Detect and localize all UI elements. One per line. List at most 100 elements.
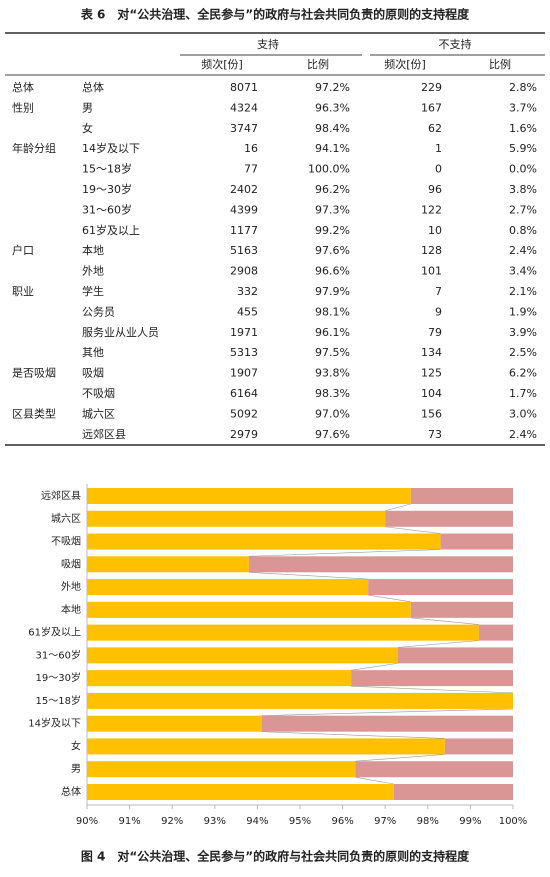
cell: 16 xyxy=(244,142,258,155)
bar-segment xyxy=(355,761,513,778)
cell: 455 xyxy=(237,305,258,318)
row-label: 本地 xyxy=(82,243,104,257)
row-label: 远郊区县 xyxy=(82,428,126,441)
cell: 104 xyxy=(421,387,442,400)
cell: 100.0% xyxy=(308,163,350,176)
bar-segment xyxy=(87,487,411,504)
series-line xyxy=(248,572,369,580)
bar-segment xyxy=(87,784,394,800)
y-tick-label: 19～30岁 xyxy=(36,671,81,684)
row-label: 公务员 xyxy=(82,305,115,318)
row-label: 学生 xyxy=(82,284,104,298)
cell: 332 xyxy=(237,285,258,298)
series-line xyxy=(248,549,441,557)
series-line xyxy=(385,503,411,512)
y-tick-label: 15～18岁 xyxy=(36,694,81,707)
bar-segment xyxy=(393,784,513,800)
y-tick-label: 远郊区县 xyxy=(41,489,81,502)
cell: 97.6% xyxy=(315,244,350,257)
cell: 97.2% xyxy=(315,81,350,94)
cell: 98.3% xyxy=(315,387,350,400)
cell: 3.0% xyxy=(509,407,537,420)
bar-segment xyxy=(87,533,441,550)
x-tick-label: 96% xyxy=(331,816,353,827)
cell: 96.2% xyxy=(315,183,350,196)
series-line xyxy=(355,776,394,785)
x-tick-label: 100% xyxy=(499,816,528,827)
cell: 2.5% xyxy=(509,346,537,359)
cell: 167 xyxy=(421,101,442,114)
cell: 1 xyxy=(435,142,442,155)
cell: 5313 xyxy=(230,346,258,359)
bar-segment xyxy=(248,556,513,573)
cell: 99.2% xyxy=(315,224,350,237)
cell: 3.8% xyxy=(509,183,537,196)
row-label: 61岁及以上 xyxy=(82,223,140,237)
row-label: 女 xyxy=(82,121,93,135)
row-label: 14岁及以下 xyxy=(82,141,140,155)
x-tick-label: 90% xyxy=(76,816,98,827)
bar-segment xyxy=(87,670,352,687)
group-label: 区县类型 xyxy=(12,406,56,420)
cell: 3.4% xyxy=(509,265,537,278)
cell: 122 xyxy=(421,203,442,216)
bar-segment xyxy=(87,624,479,641)
cell: 128 xyxy=(421,244,442,257)
series-line xyxy=(397,640,479,648)
y-tick-label: 外地 xyxy=(61,580,81,593)
bar-segment xyxy=(385,510,513,527)
cell: 77 xyxy=(244,163,258,176)
cell: 156 xyxy=(421,407,442,420)
bar-segment xyxy=(397,647,513,664)
series-line xyxy=(351,663,399,671)
y-tick-label: 总体 xyxy=(61,785,81,798)
cell: 96.6% xyxy=(315,265,350,278)
bar-segment xyxy=(87,647,398,664)
bar-segment xyxy=(87,556,249,573)
cell: 125 xyxy=(421,367,442,380)
x-tick-label: 94% xyxy=(246,816,268,827)
cell: 229 xyxy=(421,81,442,94)
cell: 3.7% xyxy=(509,101,537,114)
x-tick-label: 95% xyxy=(289,816,311,827)
x-tick-label: 97% xyxy=(374,816,396,827)
cell: 1.7% xyxy=(509,387,537,400)
group-header: 不支持 xyxy=(439,37,472,51)
column-header: 比例 xyxy=(489,57,511,71)
row-label: 19～30岁 xyxy=(82,182,132,196)
row-label: 服务业从业人员 xyxy=(82,326,159,339)
cell: 93.8% xyxy=(315,367,350,380)
cell: 96.1% xyxy=(315,326,350,339)
group-label: 年龄分组 xyxy=(12,141,56,155)
bar-segment xyxy=(368,579,513,596)
cell: 0.8% xyxy=(509,224,537,237)
y-tick-label: 吸烟 xyxy=(61,557,81,570)
cell: 1.9% xyxy=(509,305,537,318)
bar-segment xyxy=(87,510,386,527)
group-label: 户口 xyxy=(12,243,34,257)
row-label: 男 xyxy=(82,101,93,114)
cell: 98.1% xyxy=(315,305,350,318)
cell: 0.0% xyxy=(509,163,537,176)
x-tick-label: 91% xyxy=(118,816,140,827)
row-label: 15～18岁 xyxy=(82,162,132,176)
x-tick-label: 98% xyxy=(417,816,439,827)
cell: 1971 xyxy=(230,326,258,339)
cell: 3747 xyxy=(230,122,258,135)
cell: 5092 xyxy=(230,407,258,420)
bar-segment xyxy=(444,738,513,755)
y-tick-label: 不吸烟 xyxy=(51,535,81,548)
bar-segment xyxy=(261,715,513,732)
cell: 2.1% xyxy=(509,285,537,298)
series-line xyxy=(410,617,479,625)
cell: 97.5% xyxy=(315,346,350,359)
y-tick-label: 61岁及以上 xyxy=(28,626,81,639)
bar-segment xyxy=(410,601,513,618)
cell: 7 xyxy=(435,285,442,298)
cell: 4324 xyxy=(230,101,258,114)
bar-segment xyxy=(351,670,513,687)
cell: 1907 xyxy=(230,367,258,380)
table-title: 表 6 对“公共治理、全民参与”的政府与社会共同负责的原则的支持程度 xyxy=(80,7,470,22)
cell: 2.4% xyxy=(509,428,537,441)
cell: 2402 xyxy=(230,183,258,196)
